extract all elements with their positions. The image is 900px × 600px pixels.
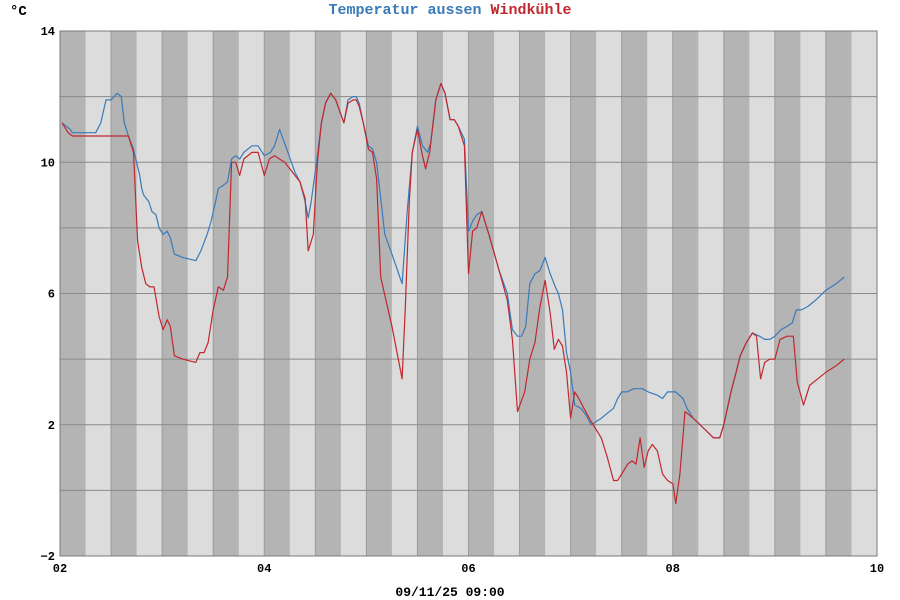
x-tick-label: 08 [666, 562, 680, 576]
title-part-windchill: Windkühle [491, 2, 572, 19]
title-part-temperature: Temperatur aussen [328, 2, 481, 19]
y-tick-label: 2 [48, 419, 55, 433]
x-tick-label: 04 [257, 562, 271, 576]
plot-area: −2 2 6 10 14 02 04 06 08 10 [41, 25, 885, 576]
x-tick-label: 06 [461, 562, 475, 576]
x-axis-date-label: 09/11/25 09:00 [395, 585, 504, 600]
y-tick-label: 6 [48, 288, 55, 302]
x-tick-label: 10 [870, 562, 884, 576]
y-tick-label: −2 [41, 550, 55, 564]
plot-frame [59, 30, 878, 557]
title-separator [482, 2, 491, 19]
series-line-temperatur-aussen [61, 82, 845, 439]
x-tick-label: 02 [53, 562, 67, 576]
y-tick-label: 14 [41, 25, 55, 39]
chart-title: Temperatur aussen Windkühle [328, 2, 571, 19]
y-tick-label: 10 [41, 156, 55, 170]
y-axis-unit-label: °C [10, 4, 27, 20]
series-line-windkuehle [61, 82, 845, 505]
